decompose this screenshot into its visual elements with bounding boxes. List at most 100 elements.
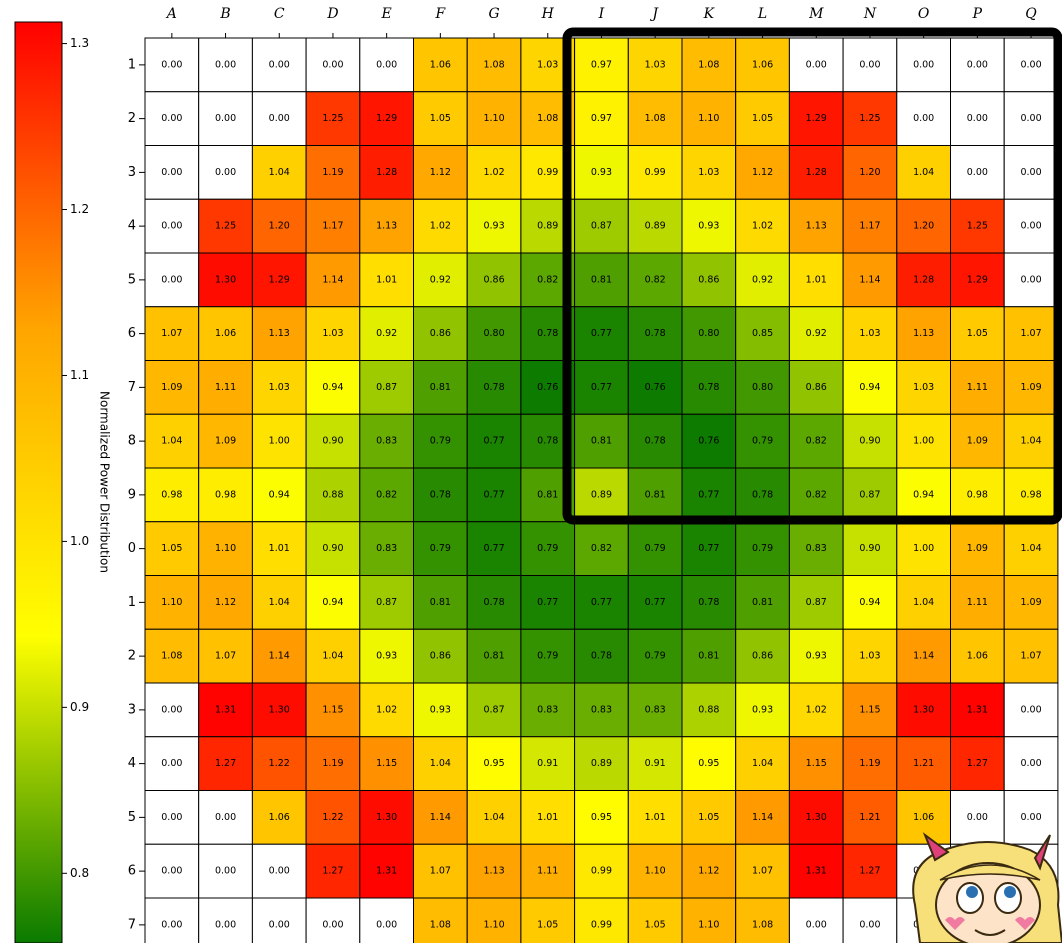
- cell-label: 0.93: [698, 221, 719, 232]
- cell-label: 0.77: [591, 328, 612, 339]
- colorbar-tick-label: 0.8: [70, 866, 89, 880]
- cell-label: 1.03: [913, 382, 934, 393]
- cell-label: 1.28: [376, 167, 397, 178]
- cell-label: 1.05: [645, 919, 666, 930]
- cell-label: 1.00: [269, 436, 290, 447]
- cell-label: 1.03: [645, 59, 666, 70]
- cell-label: 1.11: [537, 866, 558, 877]
- cell-label: 1.06: [430, 59, 451, 70]
- cell-label: 1.03: [859, 651, 880, 662]
- cell-label: 0.00: [859, 59, 880, 70]
- cell-label: 0.92: [430, 274, 451, 285]
- cell-label: 1.08: [430, 919, 451, 930]
- cell-label: 0.00: [913, 59, 934, 70]
- cell-label: 1.28: [806, 167, 827, 178]
- cell-label: 0.00: [161, 704, 182, 715]
- cell-label: 0.00: [161, 866, 182, 877]
- cell-label: 0.00: [161, 221, 182, 232]
- cell-label: 1.17: [859, 221, 880, 232]
- cell-label: 1.06: [752, 59, 773, 70]
- cell-label: 1.01: [645, 812, 666, 823]
- cell-label: 1.02: [806, 704, 827, 715]
- cell-label: 1.10: [161, 597, 182, 608]
- cell-label: 0.81: [698, 651, 719, 662]
- x-tick-label: B: [219, 6, 230, 22]
- cell-label: 0.89: [645, 221, 666, 232]
- cell-label: 0.91: [537, 758, 558, 769]
- cell-label: 0.93: [752, 704, 773, 715]
- cell-label: 0.00: [161, 919, 182, 930]
- cell-label: 0.00: [161, 274, 182, 285]
- cell-label: 0.99: [591, 866, 612, 877]
- cell-label: 0.86: [752, 651, 773, 662]
- cell-label: 0.81: [430, 382, 451, 393]
- x-tick-label: P: [972, 6, 983, 22]
- cell-label: 1.08: [161, 651, 182, 662]
- cell-label: 0.93: [376, 651, 397, 662]
- cell-label: 0.81: [591, 274, 612, 285]
- cell-label: 1.27: [967, 758, 988, 769]
- cell-label: 1.30: [215, 274, 236, 285]
- cell-label: 1.09: [967, 436, 988, 447]
- cell-label: 0.77: [591, 382, 612, 393]
- cell-label: 0.00: [913, 113, 934, 124]
- cell-label: 0.94: [322, 597, 343, 608]
- cell-label: 1.10: [698, 113, 719, 124]
- cell-label: 1.14: [322, 274, 343, 285]
- cell-label: 0.00: [322, 919, 343, 930]
- cell-label: 0.83: [376, 543, 397, 554]
- cell-label: 0.77: [645, 597, 666, 608]
- cell-label: 1.13: [913, 328, 934, 339]
- cell-label: 0.78: [645, 328, 666, 339]
- cell-label: 0.76: [645, 382, 666, 393]
- cell-label: 1.28: [913, 274, 934, 285]
- cell-label: 1.19: [322, 758, 343, 769]
- cell-label: 0.80: [483, 328, 504, 339]
- cell-label: 0.00: [215, 113, 236, 124]
- x-tick-label: D: [326, 6, 338, 22]
- cell-label: 1.03: [322, 328, 343, 339]
- cell-label: 0.77: [483, 436, 504, 447]
- cell-label: 0.90: [859, 543, 880, 554]
- colorbar-tick-label: 1.0: [70, 534, 89, 548]
- cell-label: 1.25: [322, 113, 343, 124]
- cell-label: 0.91: [645, 758, 666, 769]
- cell-label: 1.02: [483, 167, 504, 178]
- cell-label: 1.00: [913, 543, 934, 554]
- cell-label: 1.01: [269, 543, 290, 554]
- cell-label: 0.83: [537, 704, 558, 715]
- cell-label: 0.95: [483, 758, 504, 769]
- cell-label: 1.17: [322, 221, 343, 232]
- cell-label: 0.79: [430, 543, 451, 554]
- cell-label: 0.00: [1020, 113, 1041, 124]
- cell-label: 0.00: [161, 113, 182, 124]
- cell-label: 0.78: [537, 328, 558, 339]
- cell-label: 0.00: [967, 113, 988, 124]
- cell-label: 1.25: [967, 221, 988, 232]
- cell-label: 0.89: [537, 221, 558, 232]
- cell-label: 1.04: [269, 597, 290, 608]
- cell-label: 1.12: [752, 167, 773, 178]
- cell-label: 0.86: [430, 328, 451, 339]
- cell-label: 0.00: [1020, 758, 1041, 769]
- x-tick-label: H: [541, 6, 555, 22]
- cell-label: 1.05: [430, 113, 451, 124]
- cell-label: 0.94: [859, 597, 880, 608]
- x-tick-label: A: [165, 6, 177, 22]
- cell-label: 0.86: [430, 651, 451, 662]
- cell-label: 1.13: [806, 221, 827, 232]
- cell-label: 1.30: [269, 704, 290, 715]
- cell-label: 1.00: [913, 436, 934, 447]
- x-tick-label: I: [598, 6, 605, 22]
- cell-label: 1.10: [483, 113, 504, 124]
- y-tick-label: 12: [119, 649, 136, 664]
- cell-label: 0.93: [591, 167, 612, 178]
- cell-label: 0.76: [698, 436, 719, 447]
- cell-label: 1.07: [430, 866, 451, 877]
- cell-label: 1.07: [1020, 651, 1041, 662]
- cell-label: 1.06: [215, 328, 236, 339]
- cell-label: 0.00: [967, 167, 988, 178]
- cell-label: 0.94: [913, 489, 934, 500]
- cell-label: 1.19: [322, 167, 343, 178]
- cell-label: 0.00: [1020, 704, 1041, 715]
